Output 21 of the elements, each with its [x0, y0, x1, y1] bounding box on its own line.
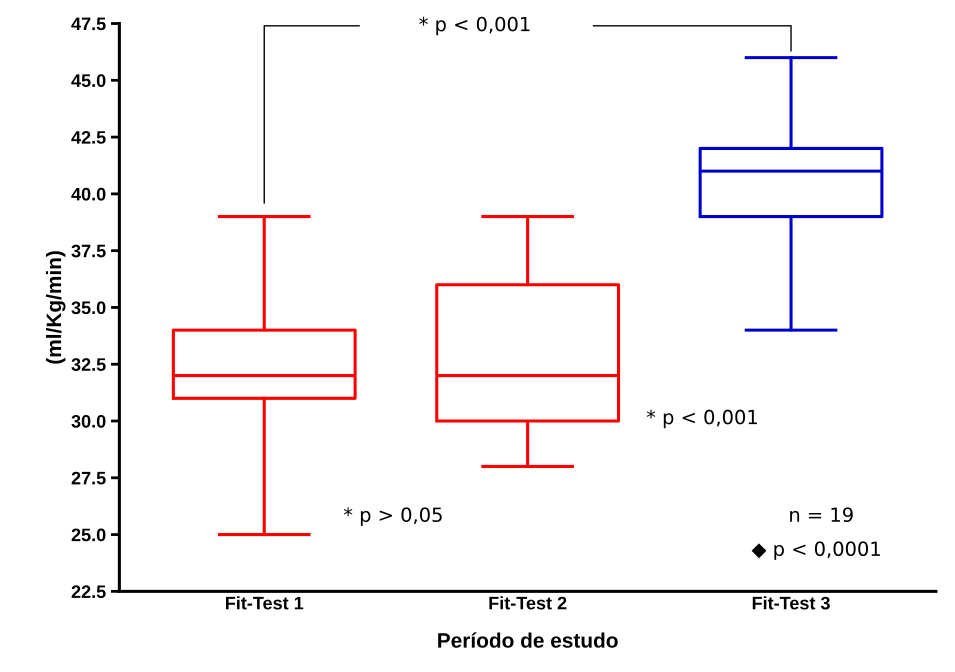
y-tick-label: 37.5: [71, 244, 106, 258]
y-tick-label: 42.5: [71, 131, 106, 144]
y-tick-label: 22.5: [72, 585, 106, 598]
annotation: * p > 0,05: [344, 507, 442, 526]
annotation: * p < 0,001: [646, 410, 757, 428]
y-axis-title: (ml/Kg/min): [46, 251, 66, 364]
y-tick-label: 47.5: [71, 18, 106, 30]
x-tick-label: Fit-Test 3: [752, 596, 830, 610]
y-tick-label: 40.0: [71, 188, 106, 201]
x-axis-title: Período de estudo: [438, 632, 618, 648]
y-tick-label: 45.0: [71, 74, 106, 88]
y-tick-label: 30.0: [71, 414, 106, 428]
annotation: * p < 0,001: [419, 16, 530, 36]
x-tick-label: Fit-Test 1: [226, 596, 304, 610]
annotation: n = 19: [790, 507, 853, 522]
y-tick-label: 25.0: [72, 528, 106, 542]
annotation: ◆ p < 0,0001: [752, 541, 880, 560]
y-tick-label: 35.0: [71, 301, 106, 314]
x-tick-label: Fit-Test 2: [489, 596, 566, 610]
y-tick-label: 32.5: [71, 358, 106, 371]
y-tick-label: 27.5: [72, 472, 106, 485]
